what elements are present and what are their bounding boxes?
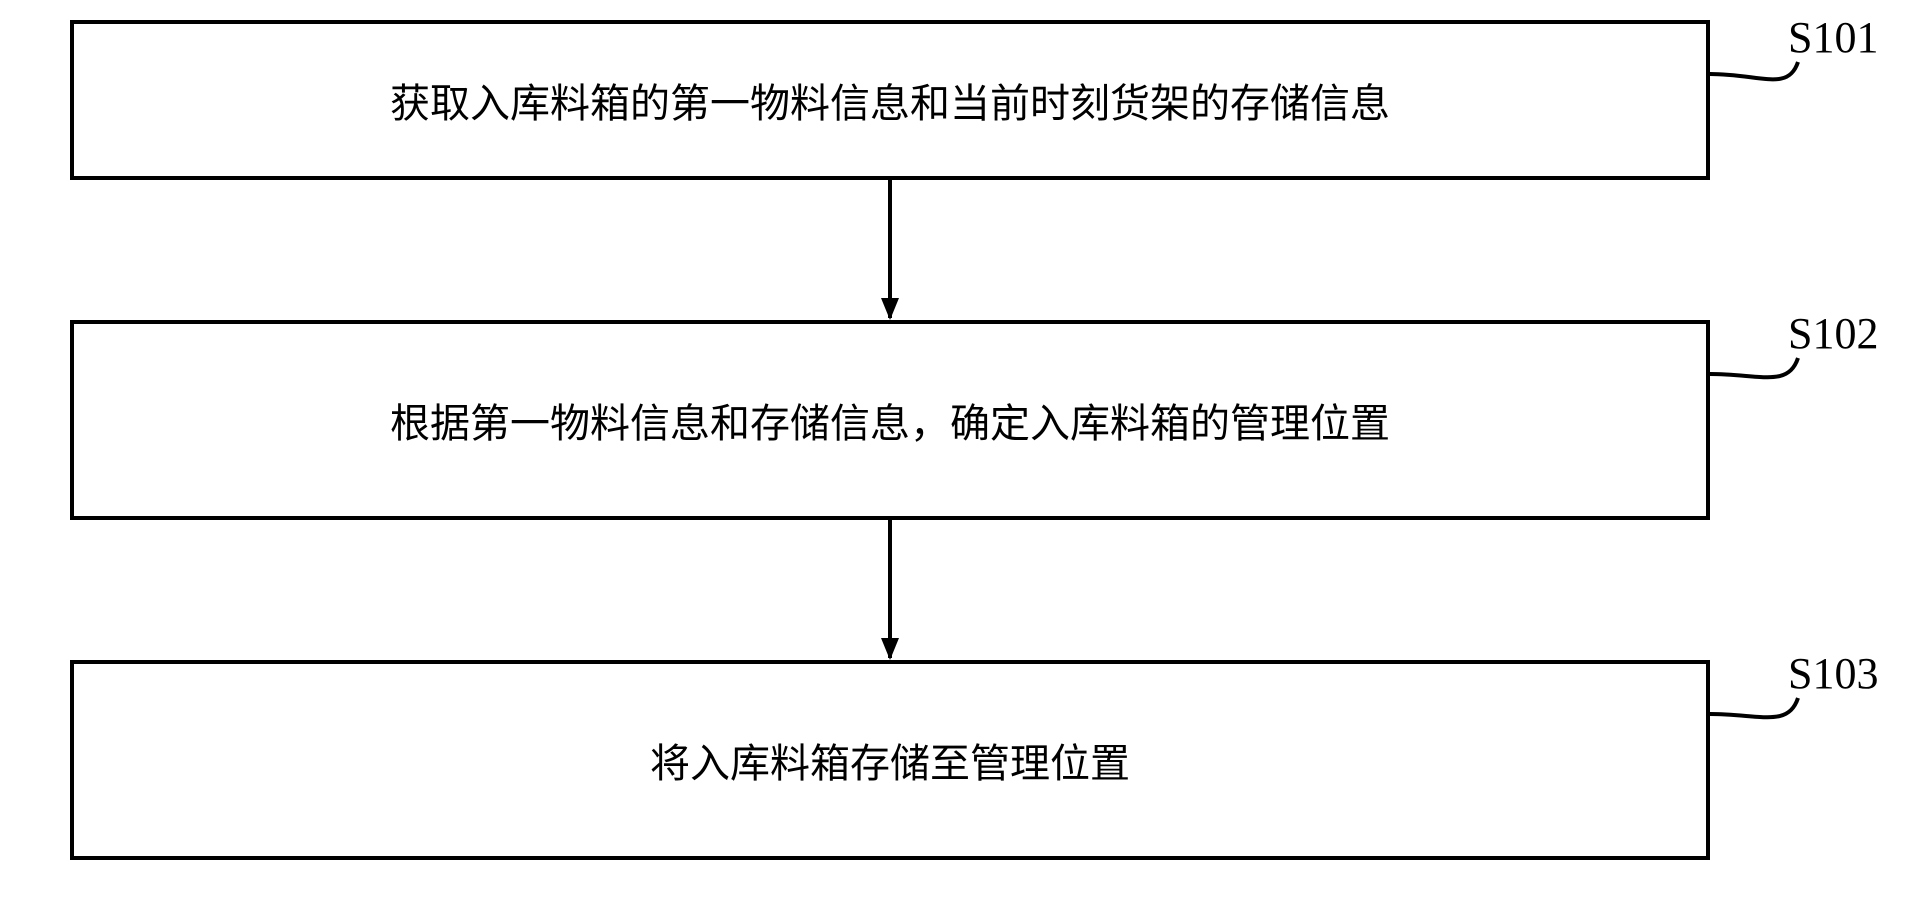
step-label-s103: S103 [1788,648,1878,699]
flow-step-s101: 获取入库料箱的第一物料信息和当前时刻货架的存储信息 [70,20,1710,180]
flowchart-canvas: 获取入库料箱的第一物料信息和当前时刻货架的存储信息 S101 根据第一物料信息和存储… [0,0,1908,908]
flow-step-text: 获取入库料箱的第一物料信息和当前时刻货架的存储信息 [390,71,1390,129]
flow-step-s103: 将入库料箱存储至管理位置 [70,660,1710,860]
flow-step-text: 根据第一物料信息和存储信息，确定入库料箱的管理位置 [390,391,1390,449]
callout-s101 [1710,62,1798,79]
callout-s103 [1710,698,1798,717]
callout-s102 [1710,358,1798,377]
flow-step-s102: 根据第一物料信息和存储信息，确定入库料箱的管理位置 [70,320,1710,520]
flow-step-text: 将入库料箱存储至管理位置 [650,731,1130,789]
step-label-s102: S102 [1788,308,1878,359]
step-label-s101: S101 [1788,12,1878,63]
